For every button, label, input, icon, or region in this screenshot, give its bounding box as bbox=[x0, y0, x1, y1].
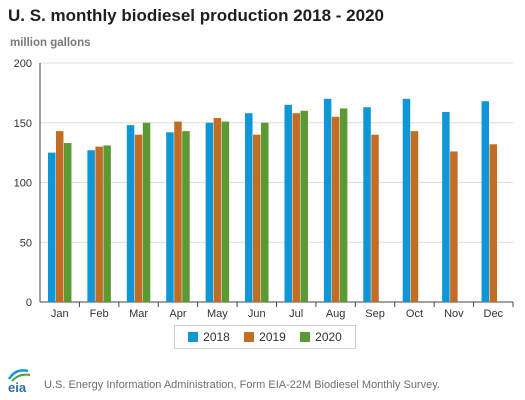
chart-title: U. S. monthly biodiesel production 2018 … bbox=[8, 6, 384, 25]
x-tick-label-jul: Jul bbox=[289, 308, 303, 320]
bar-2018-may bbox=[205, 122, 214, 302]
y-tick-label: 200 bbox=[14, 58, 32, 70]
legend-item-2020: 2020 bbox=[300, 330, 342, 344]
svg-text:eia: eia bbox=[8, 380, 27, 395]
x-tick-label-apr: Apr bbox=[169, 308, 186, 320]
bar-2018-jul bbox=[284, 104, 292, 302]
x-tick-label-may: May bbox=[207, 308, 228, 320]
bar-2020-aug bbox=[339, 108, 348, 302]
bar-2020-apr bbox=[182, 131, 190, 302]
source-note: U.S. Energy Information Administration, … bbox=[44, 379, 440, 391]
bar-2018-oct bbox=[402, 98, 411, 302]
bar-2020-feb bbox=[103, 145, 111, 302]
legend-item-2019: 2019 bbox=[244, 330, 286, 344]
y-axis-unit-label: million gallons bbox=[10, 37, 91, 49]
x-tick-label-dec: Dec bbox=[484, 308, 504, 320]
x-tick-label-aug: Aug bbox=[326, 308, 346, 320]
bar-2020-jun bbox=[261, 122, 269, 302]
bar-2020-may bbox=[221, 121, 230, 303]
x-tick-label-nov: Nov bbox=[444, 308, 464, 320]
bar-2018-jan bbox=[47, 152, 56, 302]
bar-2019-jul bbox=[292, 113, 300, 302]
bar-2019-jan bbox=[55, 131, 64, 302]
y-tick-label: 50 bbox=[20, 237, 32, 249]
bar-chart: 0 50 100 150 200 Jan Feb Mar Apr May Jun Jul Aug Sep O… bbox=[14, 58, 514, 320]
eia-logo-icon: eia bbox=[7, 369, 31, 395]
legend-swatch-2019 bbox=[244, 332, 255, 342]
bar-2018-sep bbox=[363, 107, 371, 302]
bar-2019-may bbox=[213, 117, 222, 302]
x-tick-label-mar: Mar bbox=[129, 308, 148, 320]
bar-2018-nov bbox=[442, 111, 450, 303]
bar-2018-apr bbox=[166, 132, 174, 302]
bar-2020-jan bbox=[63, 143, 72, 302]
bar-2019-dec bbox=[489, 144, 498, 302]
bar-2020-jul bbox=[300, 110, 308, 302]
bar-2019-mar bbox=[134, 134, 143, 302]
legend-label-2020: 2020 bbox=[315, 330, 342, 344]
bar-2019-nov bbox=[450, 151, 458, 302]
x-tick-label-feb: Feb bbox=[90, 308, 109, 320]
bar-2018-feb bbox=[87, 150, 95, 302]
bar-2018-jun bbox=[245, 113, 253, 302]
bar-2020-mar bbox=[142, 122, 151, 302]
bar-2019-aug bbox=[331, 116, 340, 303]
y-tick-label: 100 bbox=[14, 178, 32, 190]
legend-swatch-2018 bbox=[188, 332, 199, 342]
x-tick-label-oct: Oct bbox=[406, 308, 423, 320]
bar-2018-mar bbox=[126, 125, 135, 302]
legend-swatch-2020 bbox=[300, 332, 311, 342]
bar-2019-feb bbox=[95, 146, 103, 302]
legend-label-2018: 2018 bbox=[203, 330, 230, 344]
bar-2019-jun bbox=[253, 134, 261, 302]
bar-2019-apr bbox=[174, 121, 182, 303]
bar-2018-aug bbox=[323, 98, 332, 302]
bar-2019-oct bbox=[410, 131, 419, 302]
y-tick-label: 0 bbox=[26, 297, 32, 309]
chart-legend: 2018 2019 2020 bbox=[174, 325, 356, 349]
y-tick-label: 150 bbox=[14, 118, 32, 130]
x-tick-label-jan: Jan bbox=[51, 308, 69, 320]
bar-2018-dec bbox=[481, 101, 490, 303]
x-tick-label-jun: Jun bbox=[248, 308, 266, 320]
bar-2019-sep bbox=[371, 134, 379, 302]
x-tick-label-sep: Sep bbox=[365, 308, 385, 320]
legend-label-2019: 2019 bbox=[259, 330, 286, 344]
legend-item-2018: 2018 bbox=[188, 330, 230, 344]
